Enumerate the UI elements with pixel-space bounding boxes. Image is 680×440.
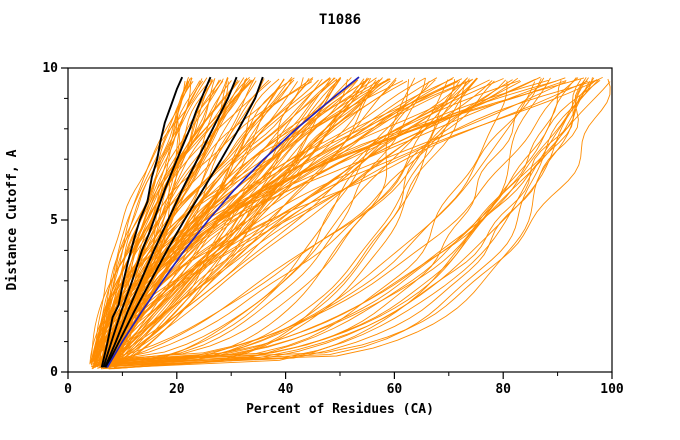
curves-layer xyxy=(89,76,611,370)
x-tick-label: 20 xyxy=(169,382,185,397)
orange-model-curve xyxy=(116,77,593,363)
orange-model-curve xyxy=(105,78,477,369)
y-tick-label: 0 xyxy=(50,365,58,380)
orange-model-curve xyxy=(95,80,404,363)
orange-model-curve xyxy=(107,78,332,368)
orange-model-curve xyxy=(110,80,508,362)
orange-model-curve xyxy=(101,77,545,362)
orange-model-curve xyxy=(104,80,204,367)
orange-model-curve xyxy=(105,80,557,363)
orange-model-curve xyxy=(111,78,370,365)
orange-model-curve xyxy=(95,79,562,364)
orange-model-curve xyxy=(112,79,380,370)
orange-model-curve xyxy=(97,79,598,367)
model-black-4-curve xyxy=(105,76,264,368)
orange-model-curve xyxy=(91,79,513,368)
orange-model-curve xyxy=(115,77,372,364)
y-axis-label: Distance Cutoff, A xyxy=(5,149,20,290)
orange-model-curve xyxy=(113,77,478,367)
orange-model-curve xyxy=(96,78,285,362)
orange-model-curve xyxy=(113,78,285,364)
orange-model-curve xyxy=(97,77,295,365)
orange-model-curve xyxy=(91,78,365,368)
orange-model-curve xyxy=(108,78,582,365)
orange-model-curve xyxy=(114,79,449,361)
orange-model-curve xyxy=(106,80,471,369)
orange-model-curve xyxy=(105,78,542,366)
orange-model-curve xyxy=(110,78,611,362)
orange-model-curve xyxy=(116,77,426,362)
y-tick-label: 10 xyxy=(42,61,58,76)
x-tick-label: 80 xyxy=(495,382,511,397)
x-tick-label: 0 xyxy=(64,382,72,397)
model-black-2-curve xyxy=(102,76,212,368)
x-axis-label: Percent of Residues (CA) xyxy=(246,402,434,417)
model-black-1-curve xyxy=(100,76,184,368)
orange-model-curve xyxy=(99,77,579,364)
orange-model-curve xyxy=(114,80,214,365)
orange-model-curve xyxy=(91,80,589,363)
orange-model-curve xyxy=(108,77,577,370)
orange-model-curve xyxy=(108,79,222,368)
y-tick-label: 5 xyxy=(50,213,58,228)
orange-model-curve xyxy=(102,78,191,361)
orange-model-curve xyxy=(97,80,365,369)
orange-model-curve xyxy=(92,80,240,362)
orange-model-curve xyxy=(107,79,285,369)
orange-model-curve xyxy=(92,79,410,365)
orange-model-curve xyxy=(93,77,208,368)
x-tick-label: 100 xyxy=(600,382,624,397)
chart-title: T1086 xyxy=(319,12,361,28)
orange-model-curve xyxy=(96,79,436,368)
x-tick-label: 40 xyxy=(278,382,294,397)
orange-model-curve xyxy=(100,80,460,370)
orange-model-curve xyxy=(99,77,589,365)
orange-model-curve xyxy=(104,80,430,366)
orange-model-curve xyxy=(99,78,213,364)
orange-model-curve xyxy=(94,79,507,362)
orange-model-curve xyxy=(94,80,493,368)
orange-model-curve xyxy=(92,77,595,367)
orange-model-curve xyxy=(91,78,391,367)
orange-model-curve xyxy=(114,79,220,362)
orange-model-curve xyxy=(101,77,416,368)
orange-model-curve xyxy=(109,80,590,364)
orange-model-curve xyxy=(91,78,370,370)
orange-model-curve xyxy=(102,79,239,362)
model-black-3-curve xyxy=(104,76,238,368)
orange-model-curve xyxy=(109,78,310,367)
orange-model-curve xyxy=(114,79,397,361)
model-blue-curve xyxy=(106,76,360,368)
orange-model-curve xyxy=(113,77,304,367)
orange-model-curve xyxy=(116,79,586,367)
x-tick-label: 60 xyxy=(387,382,403,397)
orange-model-curve xyxy=(113,80,467,370)
orange-model-curve xyxy=(115,77,454,368)
